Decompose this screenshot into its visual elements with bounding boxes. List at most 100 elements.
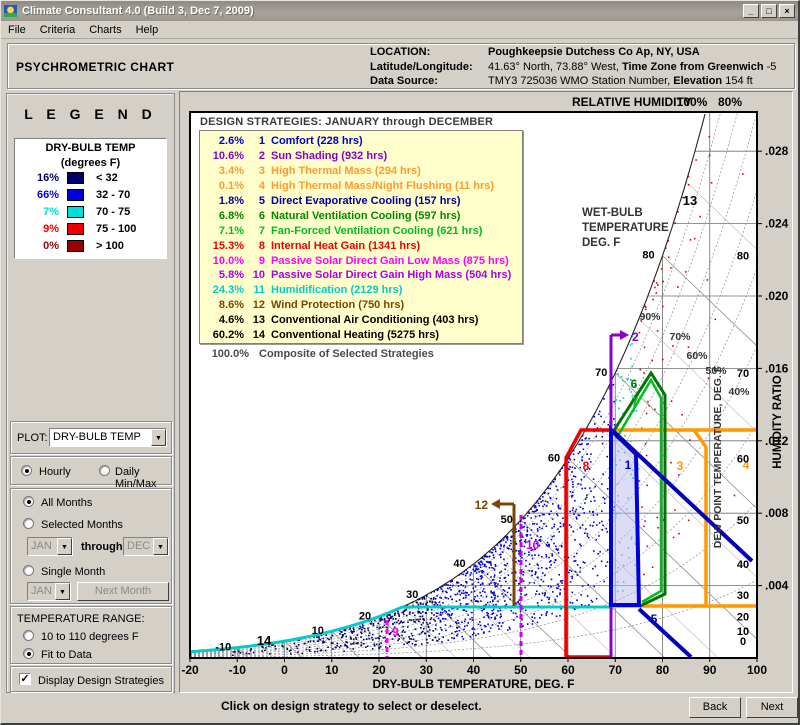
strategy-row-13[interactable]: 4.6% 13 Conventional Air Conditioning (403… (218, 314, 479, 327)
chevron-down-icon[interactable]: ▼ (151, 429, 166, 446)
svg-text:100: 100 (747, 663, 767, 677)
legend-swatch (67, 239, 84, 252)
plot-select[interactable]: DRY-BULB TEMP ▼ (49, 428, 167, 447)
from-month-select[interactable]: JAN ▼ (27, 537, 73, 556)
display-strategies-checkbox[interactable]: ✓ (19, 673, 31, 685)
display-strategies-label[interactable]: Display Design Strategies (38, 675, 164, 687)
strategy-row-7[interactable]: 7.1% 7 Fan-Forced Ventilation Cooling (621… (218, 224, 483, 237)
strategy-row-9[interactable]: 10.0% 9 Passive Solar Direct Gain Low Mass… (212, 254, 509, 267)
svg-text:50: 50 (737, 515, 749, 527)
strategy-row-5[interactable]: 1.8% 5 Direct Evaporative Cooling (157 hrs… (218, 195, 461, 207)
single-month-select[interactable]: JAN ▼ (27, 582, 71, 601)
daily-minmax-radio[interactable] (99, 465, 110, 476)
next-month-button[interactable]: Next Month (77, 582, 169, 601)
legend-title: L E G E N D (24, 106, 157, 122)
to-month-value: DEC (127, 540, 151, 552)
all-months-label[interactable]: All Months (41, 497, 93, 509)
svg-text:-10: -10 (229, 663, 247, 677)
to-month-select[interactable]: DEC ▼ (123, 537, 169, 556)
selected-months-radio[interactable] (23, 518, 34, 529)
back-button[interactable]: Back (689, 697, 741, 718)
close-button[interactable]: × (779, 4, 795, 18)
location-label: LOCATION: (370, 46, 431, 58)
menu-item-file[interactable]: File (8, 23, 26, 36)
strategy-chart-label-5: 5 (651, 612, 658, 626)
strategy-chart-label-13: 13 (683, 193, 697, 208)
maximize-button[interactable]: □ (761, 4, 777, 18)
strategy-chart-label-14: 14 (257, 633, 272, 648)
months-group: All Months Selected Months JAN ▼ through… (10, 488, 172, 604)
strategy-row-10[interactable]: 5.8% 10 Passive Solar Direct Gain High Mas… (218, 269, 512, 282)
chevron-down-icon[interactable]: ▼ (153, 538, 168, 555)
menu-item-charts[interactable]: Charts (89, 23, 122, 36)
plot-label: PLOT: (17, 432, 48, 444)
single-month-label[interactable]: Single Month (41, 566, 106, 578)
strategy-row-14[interactable]: 60.2% 14 Conventional Heating (5275 hrs) (212, 329, 440, 342)
menu-item-criteria[interactable]: Criteria (39, 23, 76, 36)
single-month-radio[interactable] (23, 565, 34, 576)
strategy-chart-label-8: 8 (583, 459, 590, 473)
hourly-label[interactable]: Hourly (39, 466, 71, 478)
chevron-down-icon[interactable]: ▼ (55, 583, 70, 600)
svg-text:80: 80 (642, 250, 654, 262)
svg-text:40%: 40% (728, 386, 750, 398)
svg-text:10: 10 (737, 626, 749, 638)
strategy-row-2[interactable]: 10.6% 2 Sun Shading (932 hrs) (212, 150, 388, 163)
strategy-chart-label-12: 12 (475, 498, 489, 512)
svg-text:10: 10 (312, 625, 324, 637)
daily-minmax-label[interactable]: Daily Min/Max (115, 466, 157, 490)
svg-text:40: 40 (737, 559, 749, 571)
design-strategies-header: DESIGN STRATEGIES: JANUARY through DECEM… (200, 116, 494, 128)
svg-text:20: 20 (359, 611, 371, 623)
fit-to-data-label[interactable]: Fit to Data (41, 649, 92, 661)
strategy-row-8[interactable]: 15.3% 8 Internal Heat Gain (1341 hrs) (212, 239, 421, 252)
hourly-radio[interactable] (21, 465, 32, 476)
fit-to-data-radio[interactable] (23, 648, 34, 659)
elevation-value: 154 ft (722, 75, 753, 87)
page-title: PSYCHROMETRIC CHART (16, 60, 175, 74)
composite-label: Composite of Selected Strategies (259, 348, 434, 360)
title-bar: Climate Consultant 4.0 (Build 3, Dec 7, … (1, 1, 798, 21)
elevation-label: Elevation (673, 75, 723, 87)
strategy-row-11[interactable]: 24.3% 11 Humidification (2129 hrs) (212, 284, 403, 297)
location-value: Poughkeepsie Dutchess Co Ap, NY, USA (488, 46, 700, 58)
composite-row: 100.0% Composite of Selected Strategies (205, 348, 434, 360)
strategy-row-6[interactable]: 6.8% 6 Natural Ventilation Cooling (597 hr… (218, 209, 461, 222)
strategy-chart-label-10: 10 (526, 538, 540, 552)
svg-text:.004: .004 (765, 579, 789, 593)
svg-text:.016: .016 (765, 361, 789, 375)
strategy-zones[interactable] (189, 330, 757, 659)
svg-text:30: 30 (406, 589, 418, 601)
through-label: through (81, 541, 123, 553)
plot-select-value: DRY-BULB TEMP (53, 431, 141, 443)
svg-text:90: 90 (703, 663, 717, 677)
menu-item-help[interactable]: Help (135, 23, 159, 36)
timezone-label: Time Zone from Greenwich (621, 61, 764, 73)
temp-range-group: TEMPERATURE RANGE: 10 to 110 degrees F F… (10, 606, 172, 664)
svg-text:80: 80 (737, 251, 749, 263)
range-10-110-label[interactable]: 10 to 110 degrees F (41, 631, 139, 643)
svg-text:.020: .020 (765, 289, 789, 303)
all-months-radio[interactable] (23, 496, 34, 507)
chevron-down-icon[interactable]: ▼ (57, 538, 72, 555)
svg-text:70: 70 (737, 368, 749, 380)
design-strategies-box: 2.6% 1 Comfort (228 hrs) 10.6% 2 Sun Shading … (199, 130, 523, 344)
range-10-110-radio[interactable] (23, 630, 34, 641)
svg-text:40: 40 (453, 558, 465, 570)
strategy-row-1[interactable]: 2.6% 1 Comfort (228 hrs) (218, 135, 363, 148)
strategy-chart-label-6: 6 (631, 377, 638, 391)
legend-subtitle: DRY-BULB TEMP (45, 142, 136, 154)
svg-text:80%: 80% (718, 95, 742, 109)
legend-row: 0% > 100 (43, 239, 124, 252)
strategy-row-12[interactable]: 8.6% 12 Wind Protection (750 hrs) (218, 299, 405, 312)
svg-text:70: 70 (609, 663, 623, 677)
interval-group: Hourly Daily Min/Max (10, 456, 172, 490)
next-button[interactable]: Next (746, 697, 798, 718)
selected-months-label[interactable]: Selected Months (41, 519, 123, 531)
svg-text:HUMIDITY RATIO: HUMIDITY RATIO (772, 375, 784, 469)
legend-row: 7% 70 - 75 (43, 205, 131, 218)
svg-text:50%: 50% (705, 365, 727, 377)
strategy-row-3[interactable]: 3.4% 3 High Thermal Mass (294 hrs) (218, 165, 421, 178)
strategy-row-4[interactable]: 0.1% 4 High Thermal Mass/Night Flushing (1… (218, 180, 495, 193)
minimize-button[interactable]: _ (743, 4, 759, 18)
